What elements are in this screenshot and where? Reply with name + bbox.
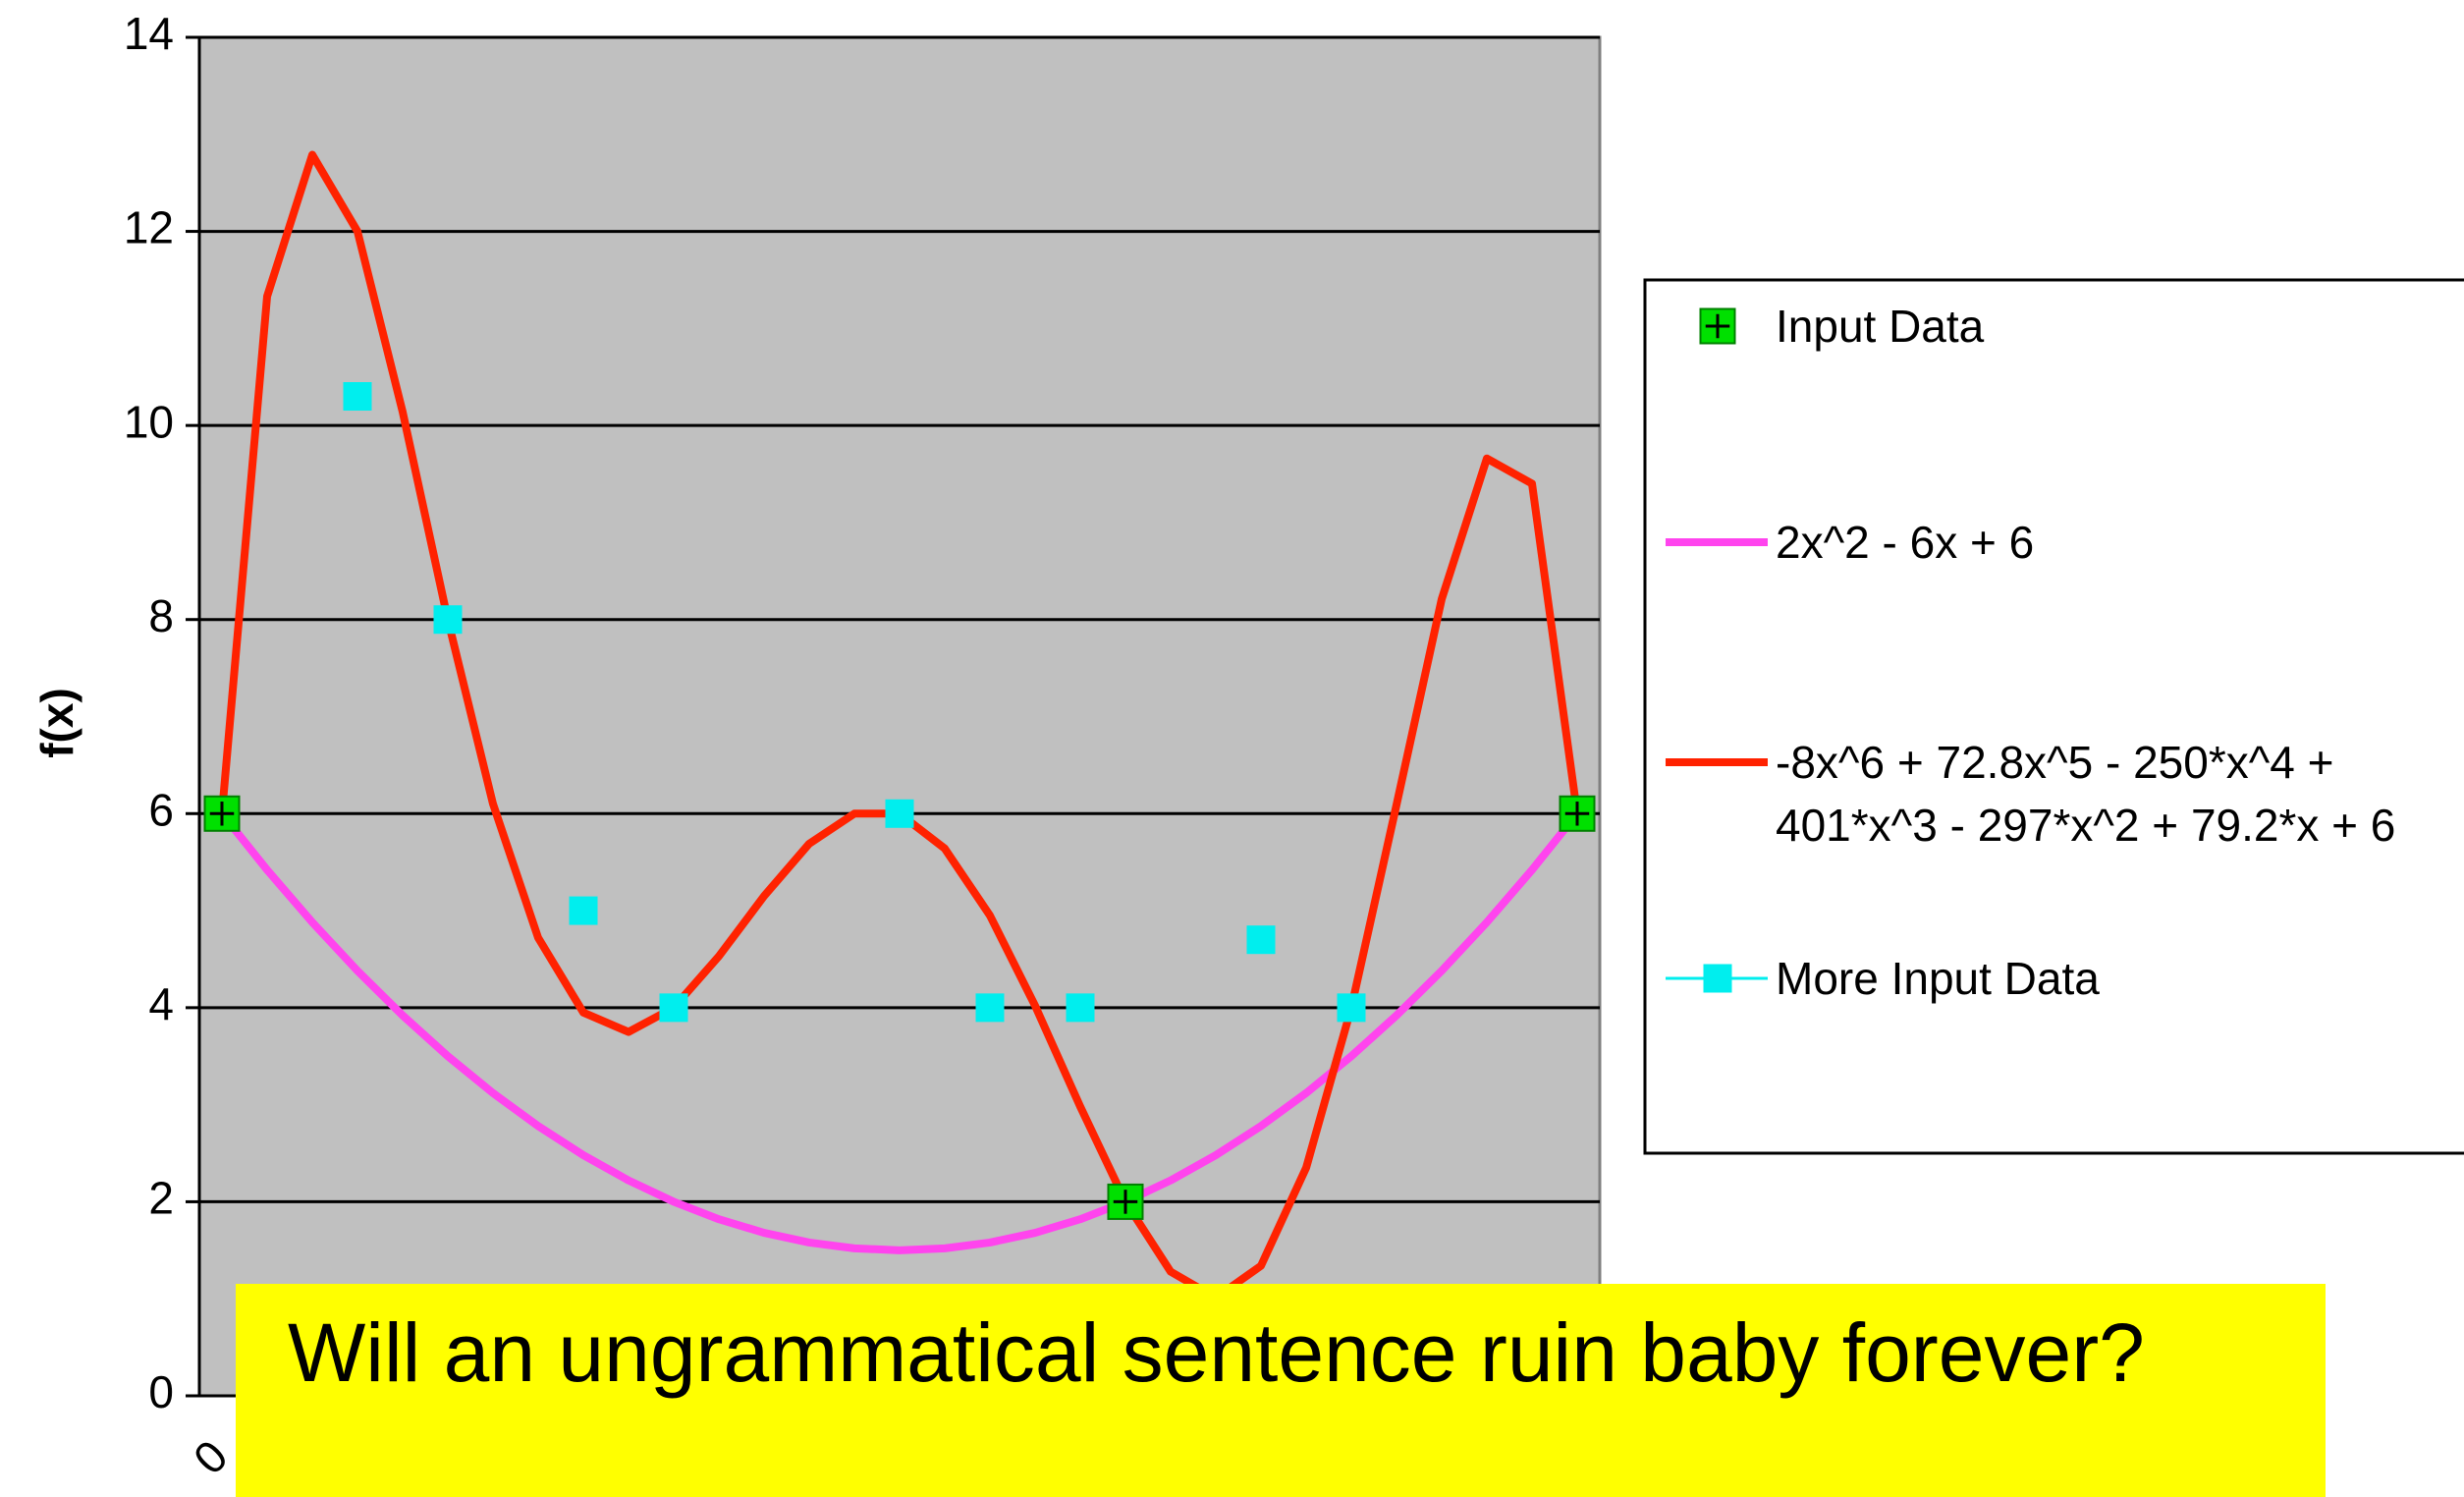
y-axis-label: f(x) xyxy=(31,688,82,758)
marker-square xyxy=(433,605,463,635)
marker xyxy=(1107,1183,1144,1220)
annotation-box: Will an ungrammatical sentence ruin baby… xyxy=(236,1284,2326,1497)
marker-square xyxy=(1246,925,1276,955)
marker-square xyxy=(1703,964,1732,993)
y-tick-label: 14 xyxy=(124,8,174,59)
marker xyxy=(1703,964,1732,993)
marker-square xyxy=(1066,993,1095,1023)
marker xyxy=(343,382,372,412)
marker xyxy=(659,993,688,1023)
legend-label: 2x^2 - 6x + 6 xyxy=(1776,517,2035,568)
y-tick-label: 12 xyxy=(124,202,174,253)
marker xyxy=(1066,993,1095,1023)
marker xyxy=(569,896,598,925)
plot-area xyxy=(197,35,1602,1398)
y-tick-label: 10 xyxy=(124,396,174,447)
legend-label: -8x^6 + 72.8x^5 - 250*x^4 + 401*x^3 - 29… xyxy=(1776,737,2396,851)
marker-square xyxy=(569,896,598,925)
y-tick-label: 6 xyxy=(148,784,174,835)
marker-square xyxy=(885,799,914,828)
y-tick-label: 2 xyxy=(148,1173,174,1224)
y-tick-label: 8 xyxy=(148,590,174,641)
annotation: Will an ungrammatical sentence ruin baby… xyxy=(288,1306,2145,1399)
marker-square xyxy=(975,993,1005,1023)
marker xyxy=(1337,993,1366,1023)
y-tick-label: 4 xyxy=(148,978,174,1029)
marker xyxy=(1559,795,1596,832)
y-tick-label: 0 xyxy=(148,1366,174,1417)
marker-square xyxy=(659,993,688,1023)
legend-label: More Input Data xyxy=(1776,953,2100,1004)
legend-box xyxy=(1643,278,2464,1155)
marker-square xyxy=(1337,993,1366,1023)
marker xyxy=(1699,307,1736,345)
marker xyxy=(975,993,1005,1023)
legend-label: Input Data xyxy=(1776,301,1985,352)
x-tick-label: 0 xyxy=(184,1430,238,1484)
marker xyxy=(203,795,241,832)
marker xyxy=(885,799,914,828)
marker xyxy=(433,605,463,635)
series-line xyxy=(218,810,1581,1254)
marker-square xyxy=(343,382,372,412)
marker xyxy=(1246,925,1276,955)
